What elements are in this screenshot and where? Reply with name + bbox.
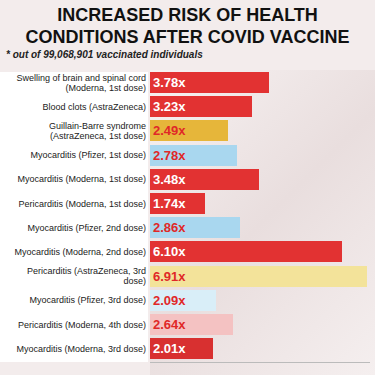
category-label: Guillain-Barre syndrome (AstraZeneca, 1s… (2, 120, 146, 141)
category-label: Swelling of brain and spinal cord (Moder… (2, 72, 146, 93)
subtitle: * out of 99,068,901 vaccinated individua… (6, 49, 366, 60)
data-label: 2.64x (153, 314, 186, 335)
title: INCREASED RISK OF HEALTH CONDITIONS AFTE… (5, 4, 370, 48)
category-label: Myocarditis (Pfizer, 1st dose) (2, 145, 146, 166)
category-label: Blood clots (AstraZeneca) (2, 96, 146, 117)
data-label: 3.78x (153, 72, 186, 93)
category-label: Pericarditis (Moderna, 4th dose) (2, 314, 146, 335)
data-label: 2.01x (153, 338, 186, 359)
data-label: 3.48x (153, 169, 186, 190)
category-label: Myocarditis (Pfizer, 3rd dose) (2, 290, 146, 311)
data-label: 6.91x (153, 266, 186, 287)
category-label: Myocarditis (Moderna, 2nd dose) (2, 241, 146, 262)
data-label: 6.10x (153, 241, 186, 262)
data-label: 2.09x (153, 290, 186, 311)
data-label: 2.86x (153, 217, 186, 238)
data-label: 1.74x (153, 193, 186, 214)
category-label: Myocarditis (Moderna, 3rd dose) (2, 338, 146, 359)
x-axis-line (150, 362, 370, 363)
label-panel (0, 72, 148, 362)
data-label: 2.49x (153, 120, 186, 141)
category-label: Myocarditis (Pfizer, 2nd dose) (2, 217, 146, 238)
category-label: Pericarditis (Moderna, 1st dose) (2, 193, 146, 214)
data-label: 2.78x (153, 145, 186, 166)
category-label: Myocarditis (Moderna, 1st dose) (2, 169, 146, 190)
data-label: 3.23x (153, 96, 186, 117)
category-label: Pericarditis (AstraZeneca, 3rd dose) (2, 266, 146, 287)
